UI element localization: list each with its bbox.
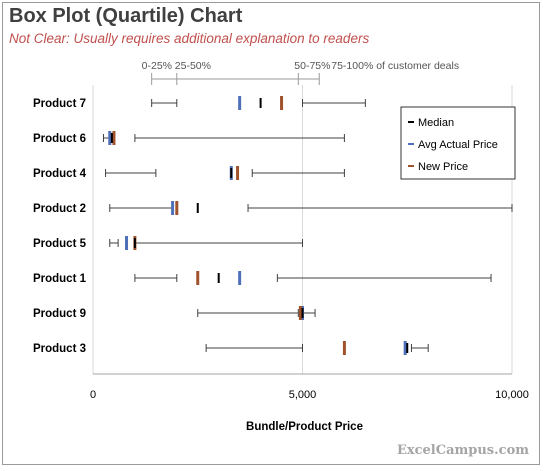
avg-price-marker [403, 341, 407, 355]
avg-price-marker [125, 236, 129, 250]
x-tick-label-1: 5,000 [289, 389, 317, 401]
new-price-marker [175, 201, 179, 215]
category-label-2: Product 4 [33, 168, 87, 180]
row-product-6 [102, 131, 345, 145]
row-product-3 [205, 341, 429, 355]
chart-title: Box Plot (Quartile) Chart [9, 5, 243, 27]
category-label-5: Product 1 [33, 273, 87, 285]
plot-area [102, 96, 513, 355]
median-marker [217, 273, 220, 283]
category-label-1: Product 6 [33, 133, 86, 145]
median-marker [230, 168, 233, 178]
median-marker [259, 98, 262, 108]
box-plot-chart: 0-25% 25-50% 50-75% 75-100% of customer dea… [33, 60, 529, 433]
x-tick-label-2: 10,000 [495, 389, 529, 401]
legend-entry-median: Median [418, 117, 454, 129]
category-label-7: Product 3 [33, 343, 86, 355]
category-label-3: Product 2 [33, 203, 86, 215]
quartile-key-label-3: 75-100% of customer deals [331, 60, 459, 72]
avg-price-marker [108, 131, 112, 145]
category-label-4: Product 5 [33, 238, 87, 250]
median-marker [301, 308, 304, 318]
quartile-key-label-1: 25-50% [175, 60, 211, 72]
category-label-0: Product 7 [33, 98, 86, 110]
legend-entry-avg: Avg Actual Price [418, 139, 498, 151]
legend: Median Avg Actual Price New Price [400, 106, 516, 180]
x-axis: 0 5,000 10,000 Bundle/Product Price [90, 373, 529, 433]
brand-logo-text: ExcelCampus.com [396, 443, 529, 458]
new-price-marker [112, 131, 116, 145]
row-product-4 [105, 166, 345, 180]
median-marker [196, 203, 199, 213]
quartile-key-label-2: 50-75% [294, 60, 330, 72]
median-marker [133, 238, 136, 248]
avg-price-marker [238, 271, 242, 285]
chart-frame: Box Plot (Quartile) Chart Not Clear: Usu… [2, 2, 540, 465]
avg-price-marker [238, 96, 242, 110]
row-product-7 [151, 96, 366, 110]
new-price-marker [280, 96, 284, 110]
new-price-marker [298, 306, 302, 320]
row-product-9 [197, 306, 316, 320]
x-axis-label: Bundle/Product Price [246, 421, 363, 433]
row-product-2 [109, 201, 513, 215]
category-label-6: Product 9 [33, 308, 86, 320]
category-labels: Product 7 Product 6 Product 4 Product 2 Prod… [33, 98, 87, 355]
legend-entry-newprice: New Price [418, 161, 468, 173]
median-marker [406, 343, 409, 353]
avg-price-marker [171, 201, 175, 215]
x-tick-label-0: 0 [90, 389, 96, 401]
chart-subtitle: Not Clear: Usually requires additional e… [9, 31, 370, 46]
quartile-key-label-0: 0-25% [142, 60, 172, 72]
median-marker [110, 133, 113, 143]
row-product-1 [134, 271, 492, 285]
row-product-5 [109, 236, 303, 250]
new-price-marker [236, 166, 240, 180]
quartile-key: 0-25% 25-50% 50-75% 75-100% of customer dea… [142, 60, 459, 85]
new-price-marker [342, 341, 346, 355]
legend-box [400, 106, 516, 180]
new-price-marker [196, 271, 200, 285]
